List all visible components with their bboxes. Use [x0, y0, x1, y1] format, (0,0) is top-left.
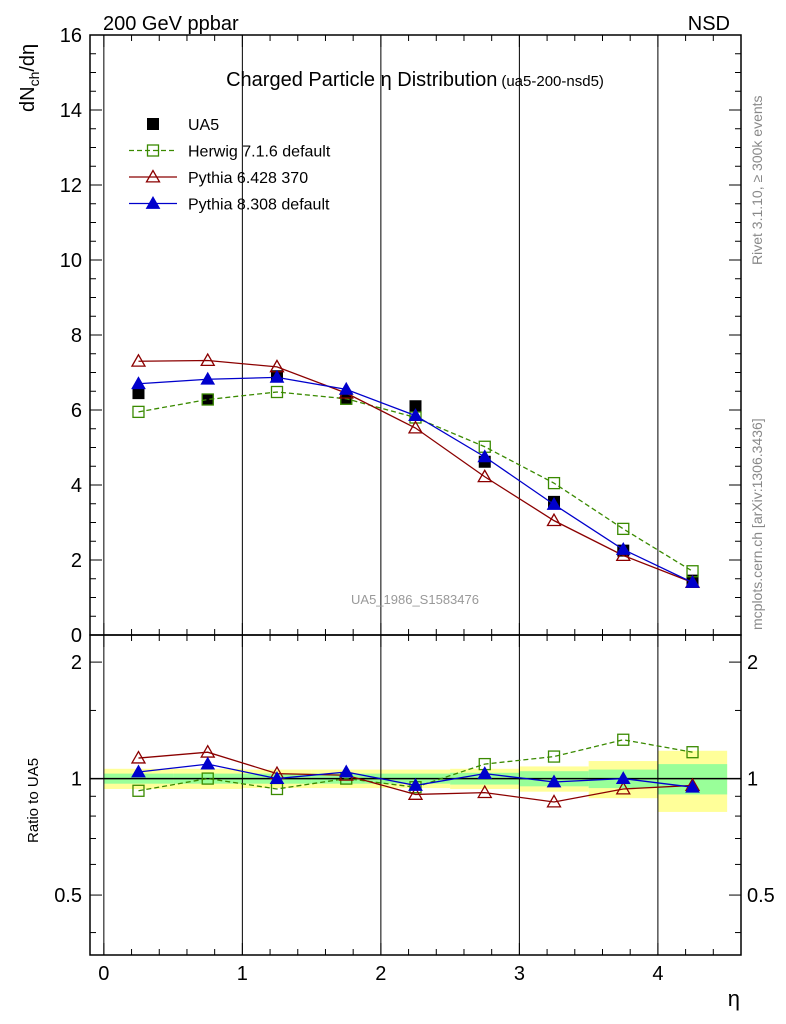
ratio-point-pythia-8-308-default: [615, 771, 631, 784]
main-y-tick-label: 16: [60, 25, 82, 47]
rivet-side-text: Rivet 3.1.10, ≥ 300k events: [749, 95, 765, 265]
legend-label-pythia-8-308-default: Pythia 8.308 default: [188, 197, 330, 214]
main-point-pythia-8-308-default: [131, 376, 146, 390]
ratio-point-pythia-8-308-default: [131, 764, 146, 778]
y-axis-label-ratio: Ratio to UA5: [25, 758, 42, 843]
ratio-point-pythia-8-308-default: [685, 779, 700, 793]
ratio-point-herwig-7-1-6-default: [132, 784, 145, 797]
main-y-tick-label: 6: [71, 400, 82, 422]
legend-label-pythia-6-428-370: Pythia 6.428 370: [188, 170, 308, 187]
header-left: 200 GeV ppbar: [103, 13, 239, 35]
ratio-plot-frame: [89, 634, 742, 956]
main-y-tick-label: 4: [71, 475, 82, 497]
x-axis-label: η: [728, 986, 740, 1011]
ratio-point-pythia-8-308-default: [477, 766, 493, 779]
main-point-pythia-6-428-370: [200, 352, 216, 367]
x-tick-label: 2: [375, 963, 386, 985]
ratio-point-pythia-8-308-default: [546, 774, 562, 788]
ratio-point-pythia-6-428-370: [407, 786, 424, 800]
main-point-herwig-7-1-6-default: [201, 393, 214, 406]
main-point-pythia-6-428-370: [407, 420, 424, 434]
main-point-pythia-8-308-default: [615, 541, 631, 555]
header-right: NSD: [688, 13, 730, 35]
legend-marker-herwig-7-1-6-default: [146, 144, 160, 157]
legend-label-herwig-7-1-6-default: Herwig 7.1.6 default: [188, 144, 331, 161]
x-tick-label: 3: [514, 963, 525, 985]
main-point-herwig-7-1-6-default: [270, 385, 284, 399]
ratio-point-pythia-6-428-370: [477, 784, 493, 799]
legend-label-ua5: UA5: [188, 117, 219, 134]
main-point-herwig-7-1-6-default: [547, 476, 561, 490]
main-point-pythia-8-308-default: [338, 381, 354, 395]
ratio-point-pythia-8-308-default: [269, 771, 285, 784]
ratio-y-tick-label: 2: [71, 652, 82, 674]
main-point-pythia-8-308-default: [477, 449, 493, 463]
ratio-y-tick-label-right: 1: [747, 769, 758, 791]
x-tick-label: 1: [237, 963, 248, 985]
main-point-pythia-8-308-default: [269, 369, 285, 383]
legend-marker-ua5: [147, 118, 159, 130]
main-point-pythia-6-428-370: [477, 468, 493, 483]
x-tick-label: 0: [98, 963, 109, 985]
ratio-line-pythia-6-428-370: [138, 751, 693, 803]
ratio-y-tick-label: 1: [71, 769, 82, 791]
mcplots-side-text: mcplots.cern.ch [arXiv:1306.3436]: [749, 418, 765, 630]
main-y-tick-label: 12: [60, 175, 82, 197]
ratio-point-pythia-8-308-default: [338, 764, 354, 778]
chart-title: Charged Particle η Distribution: [226, 69, 497, 91]
legend-marker-pythia-6-428-370: [145, 169, 161, 183]
ratio-point-herwig-7-1-6-default: [686, 746, 699, 759]
chart-subtitle: (ua5-200-nsd5): [501, 73, 604, 90]
main-point-ua5: [132, 387, 145, 400]
ratio-point-herwig-7-1-6-default: [617, 733, 630, 746]
main-line-pythia-6-428-370: [138, 359, 693, 584]
main-y-tick-label: 0: [71, 625, 82, 647]
legend: UA5 Herwig 7.1.6 default Pythia 6.428 370 P…: [129, 117, 331, 214]
ratio-point-pythia-8-308-default: [408, 777, 423, 791]
svg-text:dNch/dη: dNch/dη: [17, 44, 42, 112]
ratio-point-herwig-7-1-6-default: [547, 750, 561, 763]
ratio-point-herwig-7-1-6-default: [201, 772, 214, 785]
x-tick-label: 4: [652, 963, 663, 985]
y-axis-label-main: dNch/dη: [17, 44, 42, 112]
main-point-pythia-8-308-default: [546, 496, 562, 510]
ratio-point-pythia-8-308-default: [200, 756, 216, 770]
main-y-tick-label: 14: [60, 100, 82, 122]
ratio-point-pythia-6-428-370: [546, 794, 562, 808]
main-point-pythia-8-308-default: [685, 574, 700, 588]
main-point-pythia-6-428-370: [546, 512, 562, 527]
main-y-tick-label: 8: [71, 325, 82, 347]
main-point-herwig-7-1-6-default: [132, 405, 145, 419]
watermark: UA5_1986_S1583476: [351, 592, 479, 607]
ratio-point-pythia-6-428-370: [615, 781, 631, 795]
main-point-pythia-6-428-370: [130, 353, 147, 367]
ratio-point-pythia-6-428-370: [200, 744, 216, 758]
main-y-tick-label: 10: [60, 250, 82, 272]
ratio-y-tick-label: 0.5: [54, 885, 82, 907]
main-point-pythia-8-308-default: [200, 371, 216, 385]
main-y-tick-label: 2: [71, 550, 82, 572]
main-point-herwig-7-1-6-default: [617, 522, 630, 536]
ratio-point-pythia-6-428-370: [130, 750, 147, 764]
ratio-y-tick-label-right: 0.5: [747, 885, 775, 907]
ratio-y-tick-label-right: 2: [747, 652, 758, 674]
main-point-pythia-8-308-default: [408, 408, 423, 421]
legend-marker-pythia-8-308-default: [145, 195, 161, 209]
